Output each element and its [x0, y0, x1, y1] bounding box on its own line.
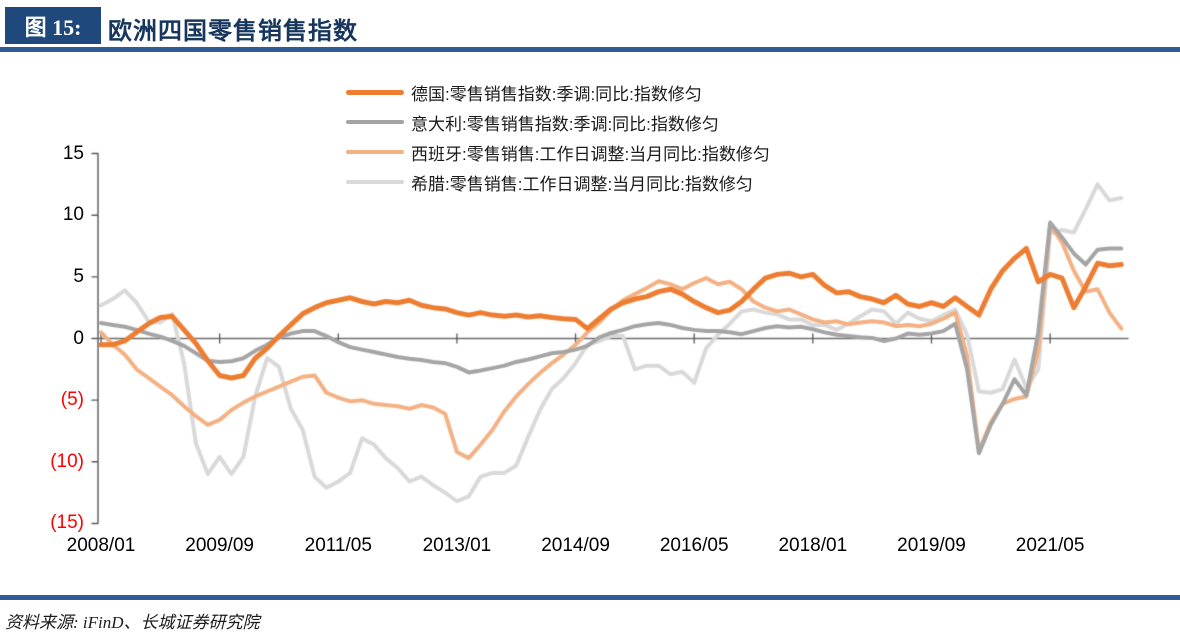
chart-title: 欧洲四国零售销售指数 [108, 18, 358, 45]
x-tick-label: 2016/05 [659, 535, 729, 556]
y-tick-label: (10) [50, 450, 84, 472]
legend-line-swatch [346, 120, 404, 124]
x-tick-label: 2013/01 [422, 535, 492, 556]
x-tick-label: 2021/05 [1015, 535, 1085, 556]
x-tick-label: 2008/01 [66, 535, 136, 556]
y-tick-label: (5) [60, 389, 84, 411]
y-tick-label: (15) [50, 512, 84, 534]
legend-item: 意大利:零售销售指数:季调:同比:指数修匀 [346, 107, 770, 137]
x-tick-label: 2009/09 [185, 535, 254, 556]
y-tick-label: 0 [73, 327, 84, 349]
legend-line-swatch [346, 180, 404, 184]
legend-line-swatch [346, 89, 404, 95]
x-tick-label: 2011/05 [304, 535, 372, 556]
figure-number-label: 图 15: [24, 14, 82, 40]
footer-divider-rule [0, 595, 1180, 600]
y-tick-label: 15 [62, 142, 84, 164]
header-divider-rule [0, 47, 1180, 52]
legend-label: 意大利:零售销售指数:季调:同比:指数修匀 [411, 114, 719, 134]
x-tick-label: 2019/09 [897, 535, 966, 556]
legend-label: 希腊:零售销售:工作日调整:当月同比:指数修匀 [411, 174, 753, 194]
legend-item: 西班牙:零售销售:工作日调整:当月同比:指数修匀 [346, 137, 770, 167]
x-tick-label: 2018/01 [778, 535, 848, 556]
legend-line-swatch [346, 150, 404, 154]
legend-item: 德国:零售销售指数:季调:同比:指数修匀 [346, 77, 770, 107]
x-tick-label: 2014/09 [541, 535, 610, 556]
legend-item: 希腊:零售销售:工作日调整:当月同比:指数修匀 [346, 167, 770, 197]
legend-label: 德国:零售销售指数:季调:同比:指数修匀 [411, 84, 702, 104]
data-source-note: 资料来源: iFinD、长城证券研究院 [5, 613, 260, 632]
legend-label: 西班牙:零售销售:工作日调整:当月同比:指数修匀 [411, 144, 770, 164]
figure-number-badge: 图 15: [5, 7, 101, 44]
y-tick-label: 10 [62, 204, 84, 226]
y-tick-label: 5 [73, 265, 84, 287]
chart-legend: 德国:零售销售指数:季调:同比:指数修匀 意大利:零售销售指数:季调:同比:指数修… [346, 77, 770, 197]
